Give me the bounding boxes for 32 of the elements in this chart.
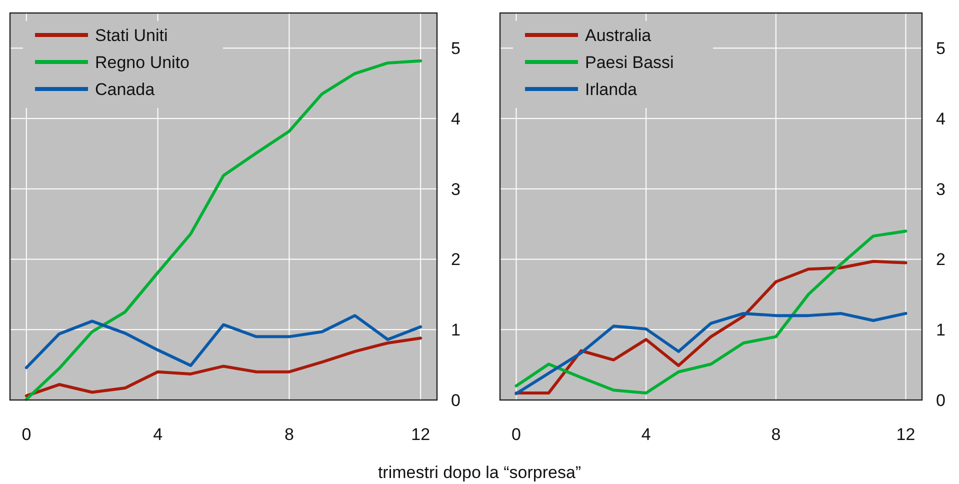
line-series: [24, 314, 422, 370]
x-axis-title: trimestri dopo la “sorpresa”: [378, 463, 582, 482]
y-tick-label: 2: [451, 250, 460, 270]
legend-label: Irlanda: [585, 80, 638, 99]
x-tick-label: 0: [511, 425, 521, 444]
y-tick-label: 5: [936, 39, 946, 58]
legend-label: Canada: [95, 80, 156, 99]
line-series: [514, 230, 908, 394]
line-series: [514, 312, 908, 396]
x-tick-label: 4: [641, 425, 651, 444]
x-tick-label: 4: [153, 425, 163, 444]
legend-label: Australia: [585, 26, 652, 45]
legend-label: Stati Uniti: [95, 26, 168, 45]
x-tick-label: 8: [284, 425, 294, 444]
x-tick-label: 8: [771, 425, 781, 444]
y-tick-label: 5: [451, 39, 460, 58]
y-tick-label: 3: [936, 180, 946, 199]
x-tick-label: 0: [22, 425, 32, 444]
legend-label: Paesi Bassi: [585, 52, 674, 72]
legend-label: Regno Unito: [95, 52, 190, 72]
x-tick-label: 12: [896, 425, 916, 444]
y-tick-label: 0: [936, 390, 946, 410]
y-tick-label: 1: [451, 320, 460, 340]
y-tick-label: 3: [451, 180, 460, 199]
y-tick-label: 2: [936, 250, 946, 270]
line-series: [514, 260, 908, 394]
y-tick-label: 4: [936, 109, 946, 128]
y-tick-label: 0: [451, 390, 460, 410]
x-tick-label: 12: [411, 425, 430, 444]
line-series: [24, 336, 422, 398]
y-tick-label: 1: [936, 320, 946, 340]
y-tick-label: 4: [451, 109, 460, 128]
